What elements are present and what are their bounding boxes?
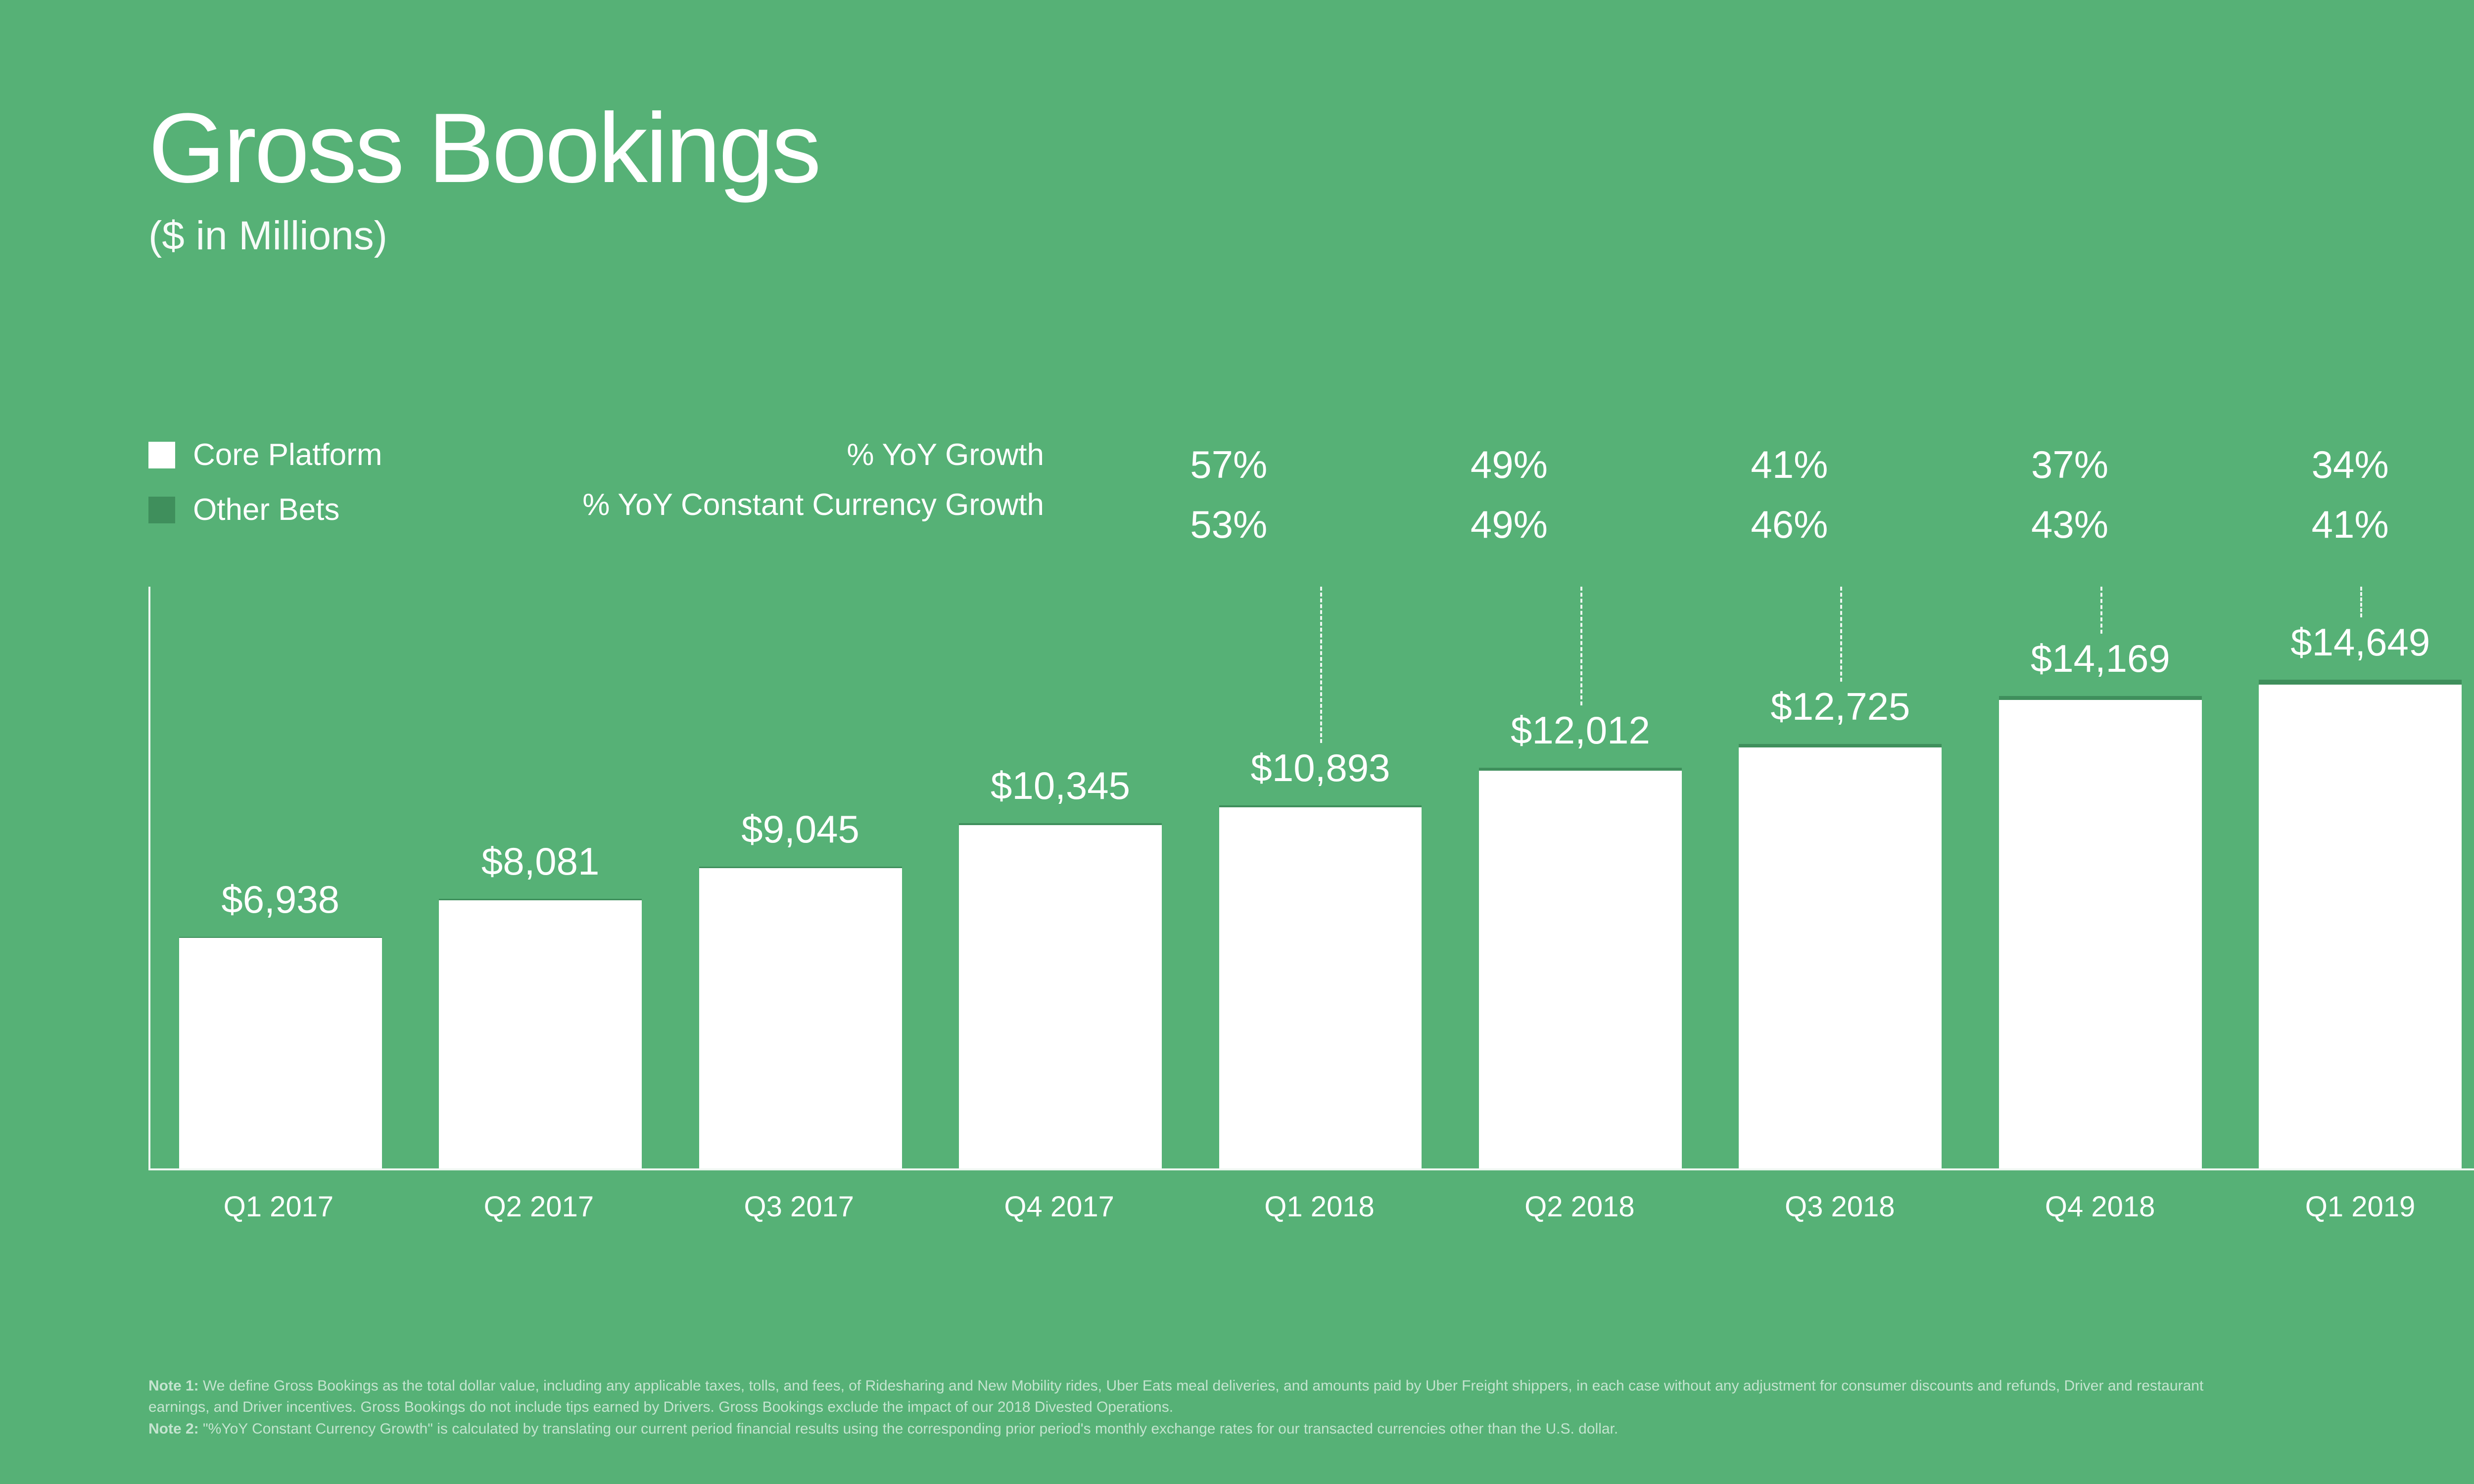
growth-yoy-value: 57% bbox=[1089, 442, 1369, 487]
xaxis-label: Q4 2018 bbox=[1970, 1190, 2230, 1223]
bar: $10,345 bbox=[959, 823, 1162, 1168]
footnote-2-text: "%YoY Constant Currency Growth" is calcu… bbox=[203, 1421, 1618, 1437]
chart: $6,938 $8,081 $9,045 $10,345 $10,893 $12,012 $… bbox=[148, 587, 2474, 1439]
bar-segment-core bbox=[1739, 747, 1942, 1168]
footnote-1: Note 1: We define Gross Bookings as the … bbox=[148, 1375, 2227, 1418]
bar-slot: $12,725 bbox=[1711, 587, 1970, 1168]
growth-label-yoy: % YoY Growth bbox=[148, 437, 1044, 472]
bar: $14,649 bbox=[2259, 680, 2462, 1168]
bar: $8,081 bbox=[439, 899, 642, 1168]
xaxis-label: Q3 2017 bbox=[669, 1190, 929, 1223]
growth-cell: 41% 46% bbox=[1649, 442, 1930, 547]
bar-segment-other bbox=[1739, 744, 1942, 747]
bar: $12,725 bbox=[1739, 744, 1942, 1168]
slide: Gross Bookings ($ in Millions) Core Plat… bbox=[0, 0, 2474, 1484]
growth-labels: % YoY Growth % YoY Constant Currency Gro… bbox=[148, 437, 1089, 522]
bar-segment-core bbox=[1479, 771, 1682, 1168]
bar-value-label: $10,893 bbox=[1251, 745, 1390, 790]
growth-dash-line bbox=[1580, 587, 1582, 705]
bar-value-label: $6,938 bbox=[221, 877, 339, 922]
bar: $10,893 bbox=[1219, 805, 1422, 1168]
growth-yoycc-value: 49% bbox=[1369, 502, 1650, 547]
bar-value-label: $12,725 bbox=[1770, 684, 1910, 729]
growth-yoy-value: 49% bbox=[1369, 442, 1650, 487]
growth-cell: 57% 53% bbox=[1089, 442, 1369, 547]
bar-segment-core bbox=[1219, 807, 1422, 1168]
growth-yoycc-value: 43% bbox=[1930, 502, 2210, 547]
bar-value-label: $10,345 bbox=[991, 763, 1130, 808]
bar: $6,938 bbox=[179, 937, 382, 1168]
bar-segment-other bbox=[1999, 696, 2202, 700]
growth-dash-line bbox=[2100, 587, 2102, 634]
bar-slot: $12,012 bbox=[1450, 587, 1710, 1168]
xaxis-label: Q3 2018 bbox=[1710, 1190, 1970, 1223]
chart-xaxis: Q1 2017Q2 2017Q3 2017Q4 2017Q1 2018Q2 20… bbox=[148, 1190, 2474, 1223]
footer: Note 1: We define Gross Bookings as the … bbox=[148, 1375, 2474, 1440]
bar-slot: $9,045 bbox=[670, 587, 930, 1168]
bar-slot: $6,938 bbox=[150, 587, 410, 1168]
growth-yoy-value: 37% bbox=[1930, 442, 2210, 487]
xaxis-label: Q1 2017 bbox=[148, 1190, 409, 1223]
growth-yoycc-value: 53% bbox=[1089, 502, 1369, 547]
growth-yoycc-value: 41% bbox=[2210, 502, 2474, 547]
footnote-2-label: Note 2: bbox=[148, 1421, 199, 1437]
footnote-1-text: We define Gross Bookings as the total do… bbox=[148, 1378, 2203, 1416]
bar-slot: $14,649 bbox=[2231, 587, 2474, 1168]
header-grid: Core Platform Other Bets % YoY Growth % … bbox=[148, 442, 2474, 547]
growth-cell: 37% 43% bbox=[1930, 442, 2210, 547]
footnotes: Note 1: We define Gross Bookings as the … bbox=[148, 1375, 2227, 1440]
growth-cell: 49% 49% bbox=[1369, 442, 1650, 547]
xaxis-label: Q2 2017 bbox=[409, 1190, 669, 1223]
bar: $12,012 bbox=[1479, 768, 1682, 1168]
growth-dash-line bbox=[1320, 587, 1322, 743]
footnote-1-label: Note 1: bbox=[148, 1378, 199, 1394]
xaxis-label: Q1 2018 bbox=[1189, 1190, 1450, 1223]
bar-segment-other bbox=[2259, 680, 2462, 685]
bar-value-label: $9,045 bbox=[741, 807, 859, 852]
footnote-2: Note 2: "%YoY Constant Currency Growth" … bbox=[148, 1418, 2227, 1440]
bar-segment-core bbox=[959, 825, 1162, 1168]
bar: $9,045 bbox=[699, 867, 902, 1168]
growth-dash-line bbox=[1840, 587, 1842, 682]
bar-slot: $10,893 bbox=[1190, 587, 1450, 1168]
growth-cell: 34% 41% bbox=[2210, 442, 2474, 547]
page-title: Gross Bookings bbox=[148, 99, 2474, 198]
bar: $14,169 bbox=[1999, 696, 2202, 1168]
growth-yoy-value: 34% bbox=[2210, 442, 2474, 487]
bar-value-label: $12,012 bbox=[1511, 708, 1650, 753]
growth-label-yoy-cc: % YoY Constant Currency Growth bbox=[148, 487, 1044, 522]
bar-slot: $10,345 bbox=[930, 587, 1190, 1168]
growth-dash-line bbox=[2360, 587, 2362, 617]
bar-slot: $14,169 bbox=[1970, 587, 2230, 1168]
xaxis-label: Q2 2018 bbox=[1449, 1190, 1710, 1223]
xaxis-label: Q1 2019 bbox=[2230, 1190, 2474, 1223]
bar-segment-core bbox=[179, 938, 382, 1168]
bar-slot: $8,081 bbox=[410, 587, 670, 1168]
bar-segment-core bbox=[1999, 700, 2202, 1168]
chart-plot: $6,938 $8,081 $9,045 $10,345 $10,893 $12,012 $… bbox=[148, 587, 2474, 1170]
page-subtitle: ($ in Millions) bbox=[148, 213, 2474, 259]
bar-value-label: $8,081 bbox=[481, 839, 600, 884]
bar-segment-core bbox=[699, 868, 902, 1168]
bar-value-label: $14,649 bbox=[2290, 620, 2430, 665]
bar-value-label: $14,169 bbox=[2031, 636, 2170, 681]
growth-yoy-value: 41% bbox=[1649, 442, 1930, 487]
growth-yoycc-value: 46% bbox=[1649, 502, 1930, 547]
xaxis-label: Q4 2017 bbox=[929, 1190, 1189, 1223]
bar-segment-core bbox=[2259, 685, 2462, 1168]
bar-segment-core bbox=[439, 900, 642, 1168]
